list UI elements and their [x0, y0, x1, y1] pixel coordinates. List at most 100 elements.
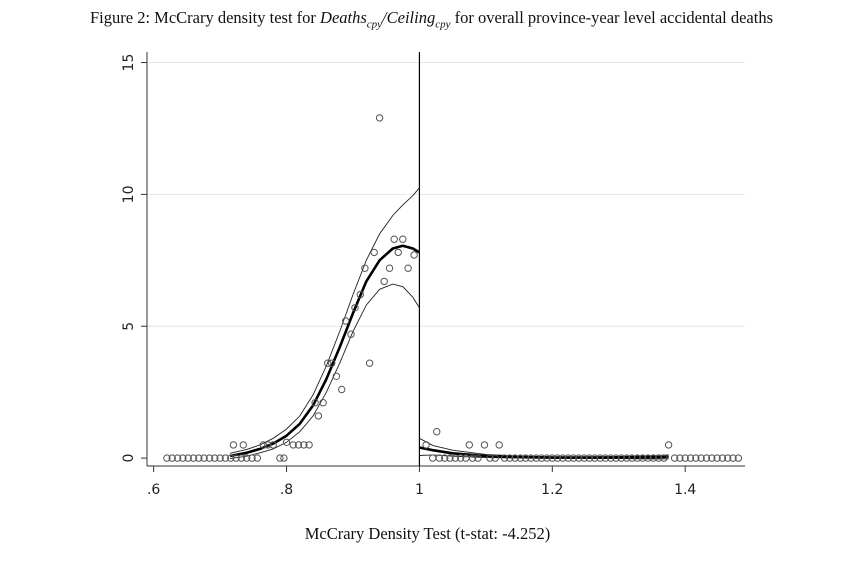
- bin-point: [399, 235, 407, 243]
- bin-point: [601, 454, 610, 462]
- bin-point: [580, 454, 588, 462]
- bin-point: [280, 454, 288, 462]
- bin-point: [628, 454, 636, 462]
- bin-point: [232, 454, 240, 462]
- bin-point: [338, 385, 346, 394]
- x-tick-label: 1.4: [674, 482, 696, 498]
- bin-point: [356, 290, 364, 299]
- bin-point: [553, 454, 562, 462]
- bin-point: [734, 454, 743, 462]
- bin-point: [538, 454, 546, 462]
- bin-point: [282, 438, 291, 446]
- bin-point: [708, 454, 716, 462]
- bin-point: [686, 454, 695, 462]
- y-tick-label: 10: [121, 185, 137, 203]
- bin-point: [548, 454, 556, 462]
- bin-point: [300, 441, 308, 449]
- bin-point: [163, 454, 171, 462]
- confidence-bands: [229, 187, 669, 460]
- bin-point: [506, 454, 514, 462]
- bin-point: [713, 454, 721, 462]
- bin-point: [649, 454, 657, 462]
- bin-point: [451, 454, 459, 462]
- title-suffix: for overall province-year level accident…: [450, 8, 773, 27]
- bin-point: [370, 248, 378, 257]
- x-axis-label: McCrary Density Test (t-stat: -4.252): [304, 524, 551, 543]
- bin-point: [276, 454, 284, 462]
- bin-points: [163, 114, 743, 462]
- axes: 0 5 10 15 .6 .8 1 1.2 1.4: [121, 52, 745, 498]
- bin-point: [660, 454, 668, 462]
- bin-point: [410, 251, 418, 259]
- bin-point: [612, 454, 620, 462]
- bin-point: [692, 454, 700, 462]
- bin-point: [516, 454, 525, 462]
- x-tick-label: .8: [280, 482, 293, 498]
- bin-point: [607, 454, 615, 462]
- upper-ci-left: [229, 187, 420, 454]
- bin-point: [200, 454, 208, 462]
- bin-point: [328, 359, 336, 367]
- bin-point: [237, 454, 246, 462]
- bin-point: [248, 454, 256, 462]
- bin-point: [404, 264, 412, 272]
- bin-point: [474, 454, 482, 462]
- bin-point: [211, 454, 219, 462]
- title-slash: /: [382, 8, 387, 27]
- bin-point: [718, 454, 727, 462]
- bin-point: [654, 454, 663, 462]
- bin-point: [168, 454, 176, 462]
- bin-point: [585, 454, 594, 462]
- y-tick-label: 5: [121, 322, 137, 331]
- bin-point: [375, 114, 384, 122]
- bin-point: [305, 441, 313, 449]
- bin-point: [394, 248, 402, 257]
- bin-point: [670, 454, 679, 462]
- bin-point: [543, 454, 551, 462]
- title-numerator-subscript: cpy: [366, 18, 383, 31]
- bin-point: [289, 441, 297, 449]
- bin-point: [511, 454, 519, 462]
- bin-point: [465, 441, 473, 449]
- title-prefix: Figure 2: McCrary density test for: [89, 8, 321, 27]
- bin-point: [319, 399, 327, 407]
- bin-point: [527, 454, 535, 462]
- bin-point: [435, 454, 444, 462]
- bin-point: [617, 454, 626, 462]
- bin-point: [324, 359, 332, 367]
- bin-point: [294, 441, 303, 449]
- bin-point: [433, 428, 441, 436]
- bin-point: [681, 454, 689, 462]
- title-denominator-subscript: cpy: [435, 18, 451, 31]
- density-fit-left: [229, 244, 421, 458]
- y-tick-label: 15: [121, 54, 137, 72]
- bin-point: [422, 441, 430, 449]
- bin-point: [441, 454, 449, 462]
- x-tick-label: .6: [147, 482, 160, 498]
- lower-ci-left: [230, 283, 420, 460]
- bin-point: [365, 359, 374, 367]
- bin-point: [623, 454, 631, 462]
- bin-point: [522, 454, 530, 462]
- bin-point: [456, 454, 465, 462]
- bin-point: [676, 454, 684, 462]
- bin-point: [332, 372, 341, 380]
- bin-point: [564, 454, 572, 462]
- bin-point: [351, 304, 359, 312]
- bin-point: [179, 454, 187, 462]
- bin-point: [314, 412, 323, 420]
- title-denominator: Ceiling: [386, 8, 436, 27]
- bin-point: [480, 441, 489, 449]
- bin-point: [361, 264, 369, 272]
- gridlines: [147, 62, 745, 327]
- bin-point: [385, 264, 394, 272]
- bin-point: [264, 441, 272, 449]
- bin-point: [639, 454, 647, 462]
- y-tick-label: 0: [121, 454, 137, 463]
- x-tick-label: 1.2: [541, 482, 563, 498]
- fitted-density: [229, 244, 669, 459]
- bin-point: [259, 441, 267, 449]
- bin-point: [205, 454, 214, 462]
- bin-point: [702, 454, 711, 462]
